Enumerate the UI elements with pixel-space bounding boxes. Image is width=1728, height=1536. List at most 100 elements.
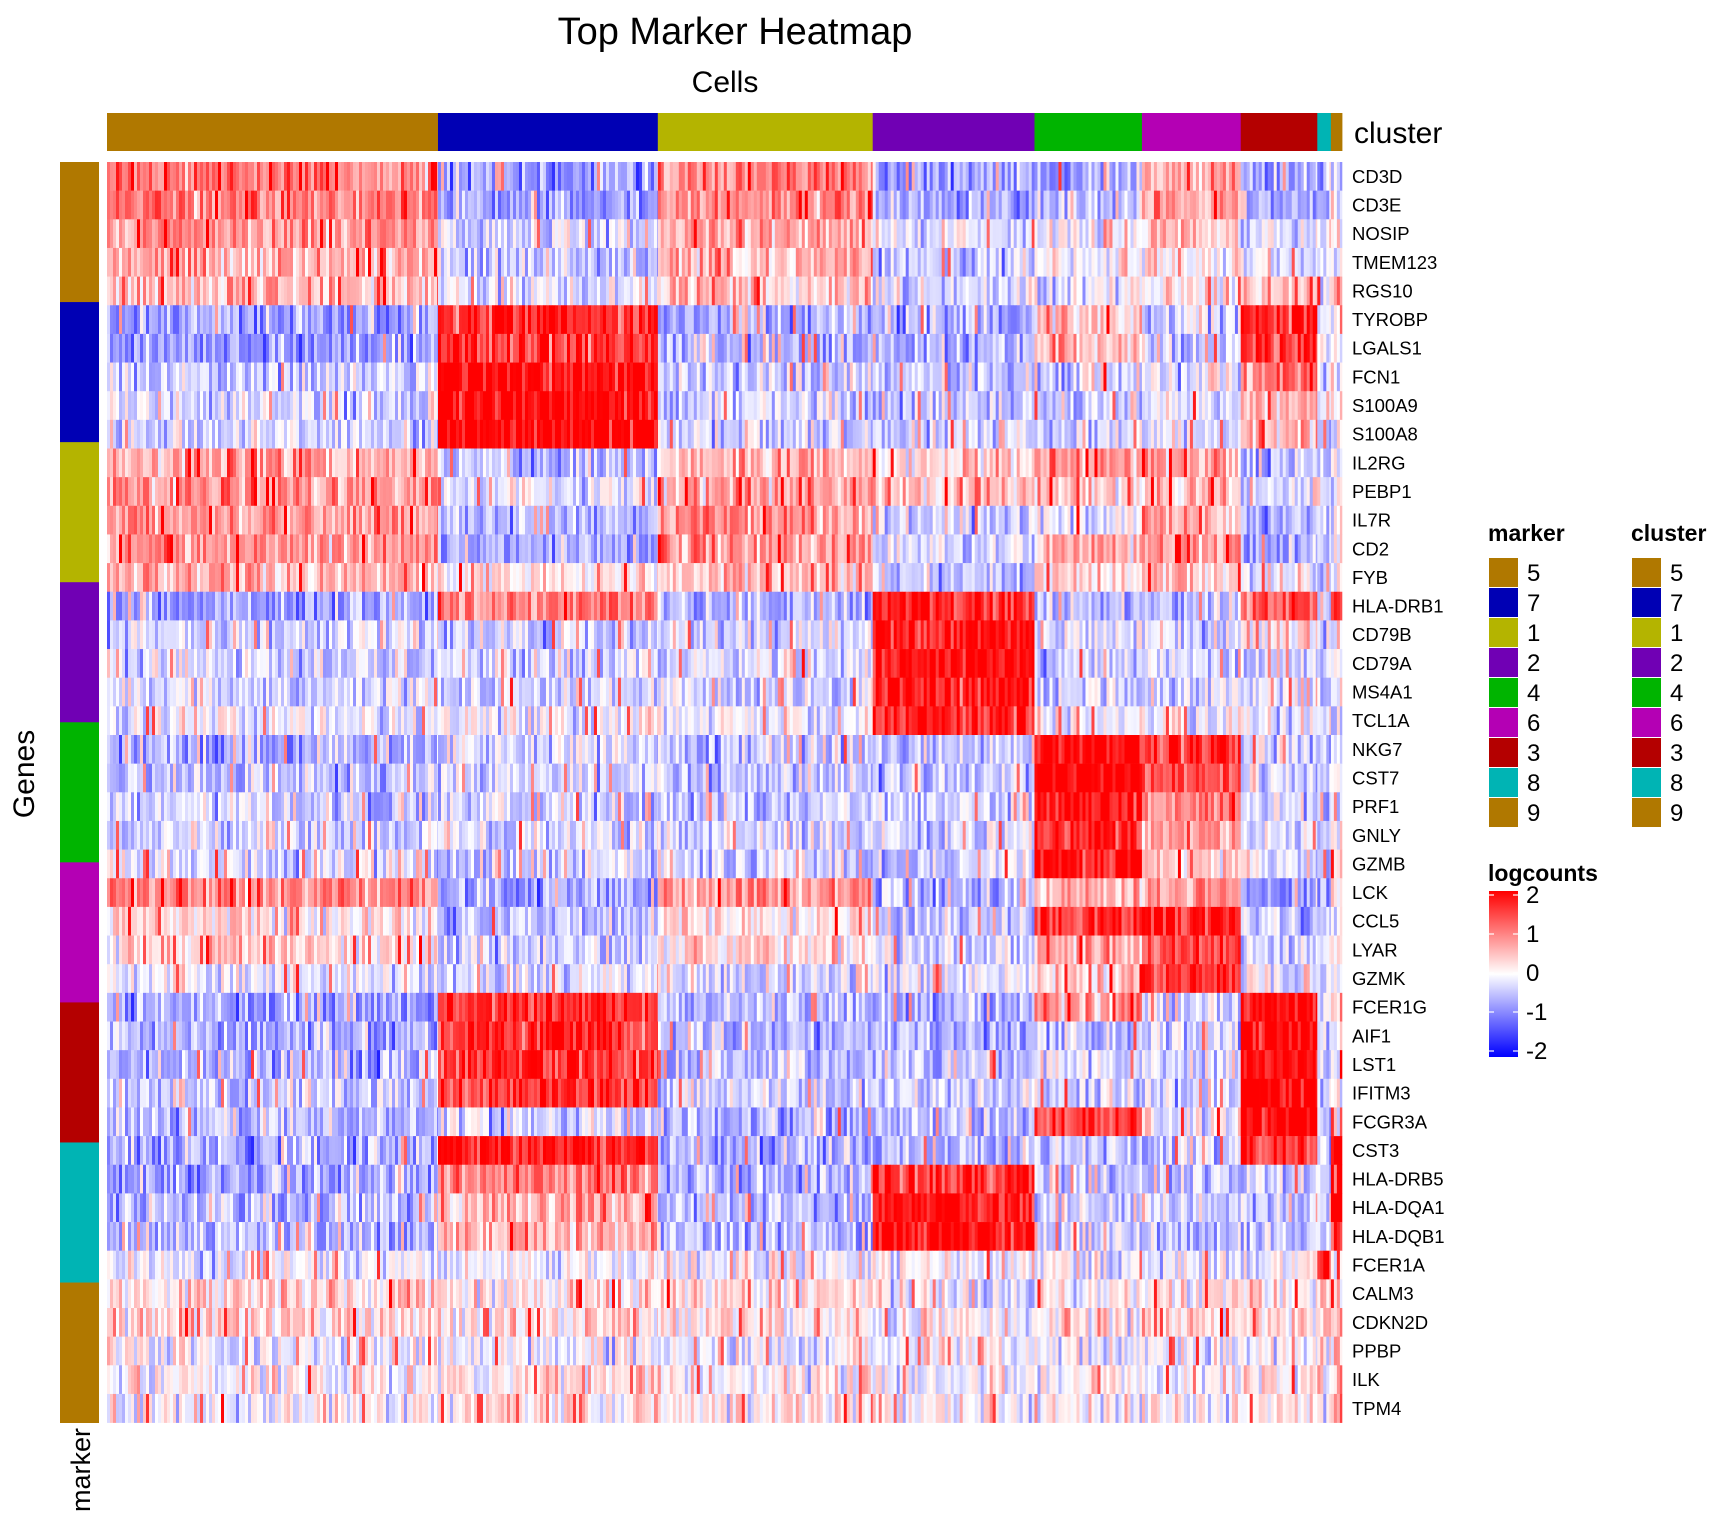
heatmap-cell [784, 420, 787, 449]
heatmap-cell [697, 305, 700, 334]
heatmap-cell [742, 449, 745, 478]
heatmap-cell [757, 391, 760, 420]
heatmap-cell [480, 334, 483, 363]
heatmap-cell [1292, 305, 1295, 334]
heatmap-cell [651, 305, 654, 334]
heatmap-cell [999, 191, 1002, 220]
heatmap-cell [290, 305, 293, 334]
heatmap-cell [850, 277, 853, 306]
heatmap-cell [401, 334, 404, 363]
heatmap-cell [927, 449, 930, 478]
heatmap-cell [483, 363, 486, 392]
heatmap-cell [398, 449, 401, 478]
heatmap-cell [185, 277, 188, 306]
heatmap-cell [302, 334, 305, 363]
heatmap-cell [1020, 191, 1023, 220]
heatmap-cell [820, 191, 823, 220]
heatmap-cell [1005, 391, 1008, 420]
heatmap-cell [850, 334, 853, 363]
heatmap-cell [239, 334, 242, 363]
heatmap-cell [362, 277, 365, 306]
heatmap-cell [486, 477, 489, 506]
heatmap-cell [1268, 391, 1271, 420]
heatmap-cell [591, 277, 594, 306]
heatmap-cell [158, 248, 161, 277]
heatmap-cell [1283, 391, 1286, 420]
heatmap-cell [519, 248, 522, 277]
heatmap-cell [341, 248, 344, 277]
heatmap-cell [636, 334, 639, 363]
heatmap-cell [416, 420, 419, 449]
heatmap-cell [1283, 363, 1286, 392]
heatmap-cell [428, 363, 431, 392]
heatmap-cell [585, 334, 588, 363]
heatmap-cell [1139, 162, 1142, 191]
heatmap-cell [534, 420, 537, 449]
heatmap-cell [915, 162, 918, 191]
heatmap-cell [1313, 162, 1316, 191]
heatmap-cell [1256, 477, 1259, 506]
heatmap-cell [1109, 219, 1112, 248]
heatmap-cell [673, 277, 676, 306]
heatmap-cell [697, 477, 700, 506]
heatmap-cell [308, 363, 311, 392]
heatmap-cell [856, 477, 859, 506]
heatmap-cell [829, 248, 832, 277]
heatmap-cell [389, 477, 392, 506]
heatmap-cell [703, 305, 706, 334]
heatmap-cell [140, 420, 143, 449]
heatmap-cell [507, 391, 510, 420]
heatmap-cell [1181, 363, 1184, 392]
heatmap-cell [407, 391, 410, 420]
heatmap-cell [957, 219, 960, 248]
heatmap-cell [447, 219, 450, 248]
heatmap-cell [158, 477, 161, 506]
heatmap-cell [341, 449, 344, 478]
heatmap-cell [1157, 420, 1160, 449]
heatmap-cell [564, 477, 567, 506]
heatmap-cell [921, 191, 924, 220]
heatmap-cell [1244, 305, 1247, 334]
heatmap-cell [1002, 391, 1005, 420]
heatmap-cell [718, 248, 721, 277]
heatmap-cell [766, 277, 769, 306]
heatmap-cell [152, 363, 155, 392]
heatmap-cell [642, 334, 645, 363]
heatmap-cell [1304, 248, 1307, 277]
heatmap-cell [781, 363, 784, 392]
heatmap-cell [1011, 449, 1014, 478]
heatmap-cell [1340, 248, 1342, 277]
heatmap-cell [456, 277, 459, 306]
heatmap-cell [1340, 219, 1342, 248]
heatmap-cell [170, 449, 173, 478]
heatmap-cell [1202, 305, 1205, 334]
heatmap-cell [1082, 305, 1085, 334]
heatmap-cell [688, 363, 691, 392]
heatmap-cell [942, 277, 945, 306]
heatmap-cell [942, 420, 945, 449]
heatmap-cell [200, 248, 203, 277]
heatmap-cell [570, 305, 573, 334]
heatmap-cell [1106, 420, 1109, 449]
heatmap-cell [1115, 248, 1118, 277]
heatmap-cell [107, 334, 110, 363]
heatmap-cell [1208, 277, 1211, 306]
heatmap-cell [221, 449, 224, 478]
heatmap-cell [1253, 449, 1256, 478]
heatmap-cell [879, 363, 882, 392]
heatmap-cell [368, 449, 371, 478]
heatmap-cell [882, 334, 885, 363]
heatmap-cell [1002, 277, 1005, 306]
heatmap-cell [873, 219, 876, 248]
heatmap-cell [227, 363, 230, 392]
heatmap-cell [404, 248, 407, 277]
heatmap-cell [1301, 477, 1304, 506]
heatmap-cell [1079, 248, 1082, 277]
heatmap-cell [522, 248, 525, 277]
heatmap-cell [534, 449, 537, 478]
heatmap-cell [1268, 305, 1271, 334]
heatmap-cell [990, 162, 993, 191]
heatmap-cell [873, 334, 876, 363]
heatmap-cell [984, 420, 987, 449]
heatmap-cell [975, 248, 978, 277]
